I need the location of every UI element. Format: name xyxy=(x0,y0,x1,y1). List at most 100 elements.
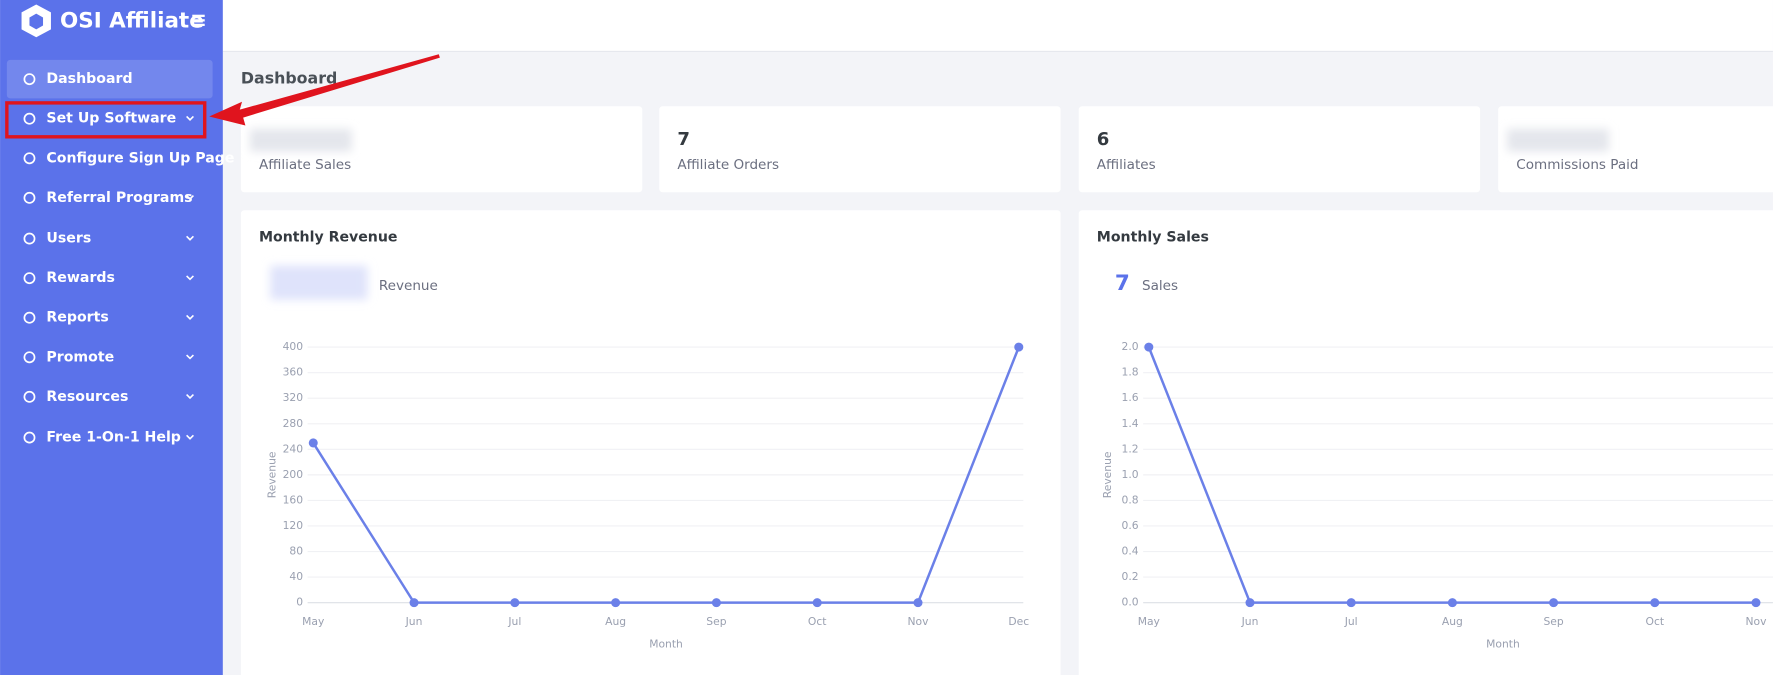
stat-value-blurred xyxy=(249,128,352,152)
y-tick-label: 0.2 xyxy=(1122,570,1139,583)
y-tick-label: 1.0 xyxy=(1122,468,1139,481)
data-point xyxy=(1014,342,1024,352)
nav-item[interactable]: Referral Programs xyxy=(23,190,194,206)
nav-item[interactable]: Configure Sign Up Page xyxy=(23,150,234,166)
y-tick-label: 200 xyxy=(283,468,304,481)
stat-label: Affiliate Sales xyxy=(259,157,351,173)
nav-chevron xyxy=(186,394,194,400)
chart-card xyxy=(1078,210,1773,675)
data-point xyxy=(611,598,621,608)
x-axis-label: Month xyxy=(649,637,683,650)
data-point xyxy=(510,598,520,608)
x-tick-label: Jul xyxy=(507,615,521,628)
y-tick-label: 2.0 xyxy=(1122,340,1139,353)
brand: OSI Affiliate xyxy=(60,8,204,33)
nav-icon xyxy=(23,73,36,86)
chart-summary-blurred xyxy=(270,265,368,300)
chart-summary-label: Revenue xyxy=(379,278,438,294)
stat-card xyxy=(659,106,1061,193)
stat-label: Commissions Paid xyxy=(1516,157,1638,173)
nav-icon xyxy=(23,112,36,125)
line-series xyxy=(312,346,1020,604)
nav-icon xyxy=(23,390,36,403)
data-point xyxy=(1650,598,1660,608)
x-tick-label: Dec xyxy=(1008,615,1029,628)
nav-item[interactable]: Reports xyxy=(23,310,194,326)
chart-summary-value: 7 xyxy=(1115,271,1130,296)
data-point xyxy=(1245,598,1255,608)
nav-chevron xyxy=(186,235,194,241)
annotation-arrow xyxy=(209,54,440,126)
nav-label: Referral Programs xyxy=(46,190,192,206)
data-point xyxy=(711,598,721,608)
y-tick-label: 0 xyxy=(296,596,303,609)
data-point xyxy=(1549,598,1559,608)
x-tick-label: Jul xyxy=(1344,615,1358,628)
nav-chevron xyxy=(186,434,194,440)
y-tick-label: 160 xyxy=(283,493,304,506)
y-tick-label: 280 xyxy=(283,417,304,430)
x-tick-label: Nov xyxy=(908,615,930,628)
x-tick-label: Aug xyxy=(605,615,626,628)
y-tick-label: 360 xyxy=(283,366,304,379)
stat-card xyxy=(1498,106,1773,193)
nav-chevron xyxy=(186,354,194,360)
x-tick-label: May xyxy=(1138,615,1161,628)
data-point xyxy=(409,598,419,608)
nav-item[interactable]: Resources xyxy=(23,389,194,405)
nav-item[interactable]: Rewards xyxy=(23,270,194,286)
nav-label: Users xyxy=(46,231,91,247)
nav-item[interactable]: Users xyxy=(23,231,194,247)
nav-label: Resources xyxy=(46,389,128,405)
nav-icon xyxy=(23,191,36,204)
x-tick-label: May xyxy=(302,615,325,628)
stat-label: Affiliate Orders xyxy=(677,157,779,173)
stat-label: Affiliates xyxy=(1097,157,1156,173)
chart-card xyxy=(240,210,1061,675)
y-tick-label: 0.0 xyxy=(1122,596,1139,609)
nav-item[interactable]: Promote xyxy=(23,349,194,365)
y-tick-label: 80 xyxy=(289,545,303,558)
nav-label: Reports xyxy=(46,310,108,326)
y-tick-label: 40 xyxy=(289,570,303,583)
stat-value: 7 xyxy=(677,129,690,150)
x-tick-label: Aug xyxy=(1442,615,1463,628)
nav-active-bg xyxy=(6,59,213,99)
nav-label: Configure Sign Up Page xyxy=(46,150,234,166)
nav-chevron xyxy=(186,115,194,121)
nav-chevron xyxy=(186,195,194,201)
x-tick-label: Oct xyxy=(808,615,827,628)
stat-card xyxy=(240,106,643,193)
nav-icon xyxy=(23,351,36,364)
page-title: Dashboard xyxy=(241,69,337,88)
data-point xyxy=(1144,342,1154,352)
nav-label: Set Up Software xyxy=(46,111,176,127)
x-tick-label: Nov xyxy=(1745,615,1767,628)
nav-label: Free 1-On-1 Help xyxy=(46,430,181,446)
highlight-box xyxy=(5,101,207,139)
nav-icon xyxy=(23,232,36,245)
stat-card xyxy=(1078,106,1481,193)
stat-value-blurred xyxy=(1507,128,1609,152)
nav-chevron xyxy=(186,275,194,281)
sidebar xyxy=(0,0,223,675)
y-tick-label: 320 xyxy=(283,391,304,404)
x-tick-label: Jun xyxy=(1241,615,1259,628)
nav-item[interactable]: Free 1-On-1 Help xyxy=(23,430,194,446)
nav-icon xyxy=(23,311,36,324)
logo-inner xyxy=(29,13,44,30)
y-tick-label: 0.4 xyxy=(1122,545,1139,558)
y-tick-label: 400 xyxy=(283,340,304,353)
nav-item[interactable]: Dashboard xyxy=(6,59,213,99)
nav-icon xyxy=(23,152,36,165)
nav-item[interactable]: Set Up Software xyxy=(23,111,194,127)
x-tick-label: Sep xyxy=(1543,615,1563,628)
nav-icon xyxy=(23,431,36,444)
data-point xyxy=(812,598,822,608)
menu-toggle[interactable] xyxy=(192,14,205,27)
y-axis-label: Revenue xyxy=(1101,451,1114,498)
x-tick-label: Oct xyxy=(1645,615,1664,628)
y-tick-label: 1.6 xyxy=(1122,391,1139,404)
